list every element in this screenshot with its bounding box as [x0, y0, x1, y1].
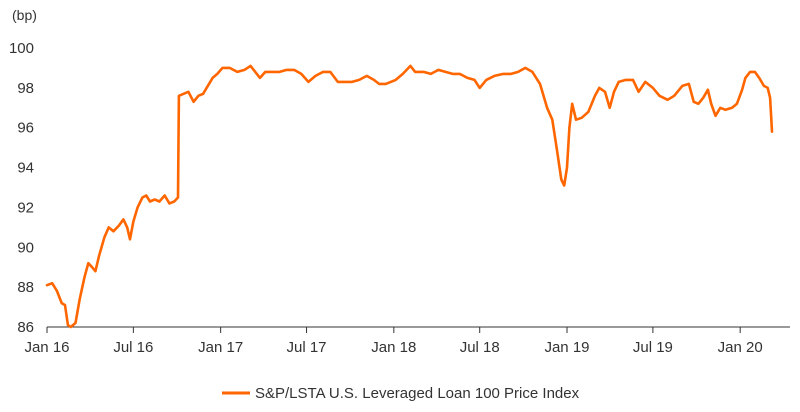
y-unit-label: (bp) — [12, 7, 37, 23]
y-tick-label: 86 — [17, 319, 34, 336]
y-tick-label: 92 — [17, 199, 34, 216]
x-tick-label: Jul 17 — [287, 339, 327, 356]
x-tick-label: Jan 18 — [371, 339, 416, 356]
x-tick-label: Jan 20 — [718, 339, 763, 356]
y-tick-label: 94 — [17, 160, 34, 177]
x-tick-label: Jul 19 — [633, 339, 673, 356]
x-tick-label: Jul 16 — [113, 339, 153, 356]
x-tick-label: Jan 19 — [544, 339, 589, 356]
y-tick-label: 96 — [17, 120, 34, 137]
legend: S&P/LSTA U.S. Leveraged Loan 100 Price I… — [222, 385, 580, 402]
series-line — [45, 64, 774, 329]
x-axis-ticks: Jan 16 Jul 16 Jan 17 Jul 17 Jan 18 Jul 18 Jan … — [24, 327, 763, 356]
y-tick-label: 100 — [9, 40, 34, 57]
x-tick-label: Jan 17 — [198, 339, 243, 356]
legend-label: S&P/LSTA U.S. Leveraged Loan 100 Price I… — [255, 385, 580, 402]
series-group — [45, 64, 774, 329]
y-axis-ticks: 86 88 90 92 94 96 98 100 — [9, 40, 34, 336]
y-tick-label: 98 — [17, 80, 34, 97]
x-tick-label: Jan 16 — [24, 339, 69, 356]
x-tick-label: Jul 18 — [460, 339, 500, 356]
y-tick-label: 88 — [17, 279, 34, 296]
y-tick-label: 90 — [17, 239, 34, 256]
